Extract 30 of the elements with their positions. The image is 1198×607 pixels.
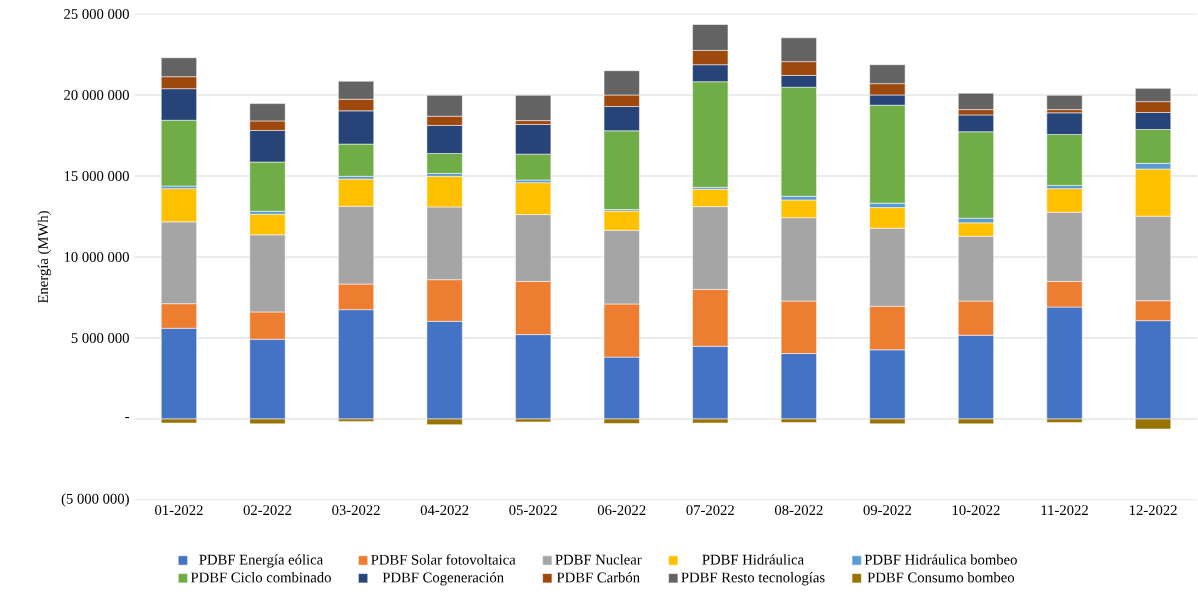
x-tick-label: 04-2022 [420,505,469,516]
x-tick-label: 05-2022 [509,505,557,516]
y-tick-label: - [125,417,129,419]
legend-label: PDBF Carbón [556,572,640,583]
x-tick-label: 09-2022 [863,505,912,516]
x-tick-label: 11-2022 [1041,505,1088,516]
x-tick-label: 12-2022 [1129,505,1177,516]
y-tick-label: 20 000 000 [64,90,129,100]
legend-label: PDBF Energía eólica [199,554,323,568]
x-tick-label: 03-2022 [332,505,380,516]
y-tick-label: (5 000 000) [61,493,129,507]
legend-label: PDBF Solar fotovoltaica [371,554,516,565]
y-tick-label: 10 000 000 [64,252,129,262]
x-tick-label: 06-2022 [597,505,646,516]
legend-label: PDBF Resto tecnologías [681,572,825,586]
legend-label: PDBF Consumo bombeo [867,572,1015,583]
y-tick-label: 15 000 000 [64,171,129,181]
legend-label: PDBF Ciclo combinado [190,572,331,583]
x-tick-label: 08-2022 [774,505,823,516]
y-tick-label: 5 000 000 [71,333,129,343]
y-axis-title: Energía (MWh) [37,211,52,304]
legend-label: PDBF Nuclear [555,554,642,565]
legend-label: PDBF Hidráulica bombeo [864,554,1017,565]
x-tick-label: 02-2022 [243,505,292,516]
y-tick-label: 25 000 000 [64,9,129,19]
x-tick-label: 01-2022 [155,505,203,516]
legend-label: PDBF Hidráulica [702,554,804,565]
x-tick-label: 07-2022 [686,505,734,516]
x-tick-label: 10-2022 [952,505,1000,516]
legend-label: PDBF Cogeneración [382,572,504,586]
